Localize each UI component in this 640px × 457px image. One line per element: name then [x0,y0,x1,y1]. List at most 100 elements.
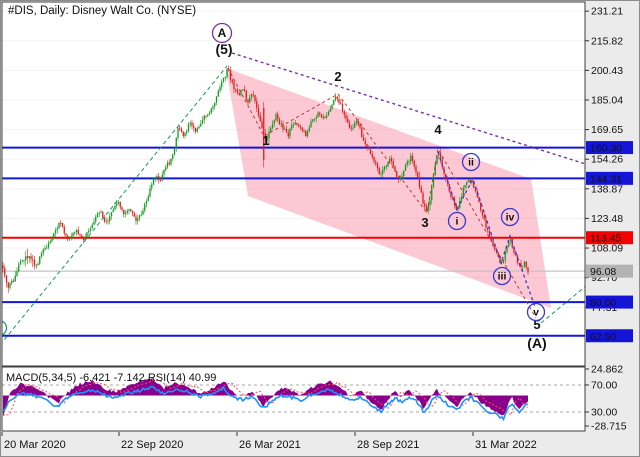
candle-body [352,127,354,129]
candle-body [264,133,267,140]
candle-body [390,158,393,162]
candle-body [222,77,225,82]
candle-body [68,238,71,240]
green-uptrend-line[interactable] [0,65,228,345]
candle-body [289,128,291,137]
candle-body [485,219,487,228]
price-badge-160.30[interactable] [586,141,633,155]
candle-body [203,115,205,120]
candle-body [60,222,62,224]
candle-body [96,213,99,217]
candle-body [415,166,417,173]
candle-body [340,103,342,105]
candle-body [224,77,226,79]
candle-body [380,173,382,175]
candle-body [469,179,471,183]
candle-body [513,247,515,253]
candle-body [170,158,172,165]
candle-body [278,119,281,125]
price-badge-80.00[interactable] [586,295,633,309]
candle-body [355,120,358,123]
candle-body [67,235,69,240]
candle-body [432,175,435,187]
candle-body [408,161,410,163]
price-badge-62.50[interactable] [586,329,633,343]
candle-body [324,116,326,118]
candle-body [61,222,64,228]
candle-body [151,184,153,189]
candle-body [89,228,92,231]
candle-body [417,172,419,178]
candle-body [37,263,39,266]
candle-body [329,109,331,112]
candle-body [26,256,29,259]
candle-body [319,112,321,115]
candle-body [284,128,286,130]
candle-body [336,96,338,99]
candle-body [128,209,130,211]
candle-body [98,212,100,214]
candle-body [464,184,466,188]
candle-body [158,176,160,181]
price-badge-113.45[interactable] [586,231,633,245]
candle-body [268,131,270,139]
candle-body [478,197,480,203]
purple-trend-line[interactable] [231,52,592,166]
candle-body [215,96,218,103]
candle-body [168,162,170,165]
candle-body [142,210,144,215]
macd-signal-line [2,379,529,417]
candle-body [210,108,212,113]
candle-body [312,119,314,122]
wave-circle-v [526,302,546,322]
candle-body [256,101,258,108]
candle-body [9,283,11,288]
candle-body [35,265,37,267]
candle-body [212,106,214,109]
wave-label-ii: ii [468,157,474,169]
price-axis-label: 215.82 [591,35,623,47]
candle-body [47,243,50,248]
price-badge-96.08[interactable] [586,264,633,278]
candle-body [347,118,349,123]
candle-body [397,176,400,180]
candle-body [156,176,158,178]
candle-body [310,121,312,128]
candle-body [91,224,93,229]
candle-body [303,130,305,132]
candle-body [396,171,398,177]
candle-body [140,214,142,216]
candle-body [509,238,512,241]
candle-body [180,128,183,132]
candle-body [103,217,106,222]
price-badge-144.31[interactable] [586,171,633,185]
candle-body [182,131,184,136]
candle-body [200,123,202,127]
candle-body [467,179,470,182]
price-axis-label: 123.48 [591,213,623,225]
candle-body [450,191,452,198]
candle-body [58,222,60,229]
candle-body [501,262,503,264]
candle-body [462,187,464,197]
green-forecast-line[interactable] [540,286,586,324]
candle-body [12,280,15,282]
candle-body [207,114,209,117]
candle-body [247,99,249,103]
price-axis-label: 231.21 [591,6,623,18]
indicator-layer [2,378,585,422]
candle-body [508,240,510,247]
price-axis-label: 185.04 [591,94,623,106]
candle-body [277,114,279,120]
candle-body [74,231,76,234]
candle-body [201,119,204,124]
indicator-label: MACD(5,34,5) -6.421 -7.142 RSI(14) 40.99 [6,372,216,384]
candle-body [114,205,116,210]
candle-body [285,128,288,133]
candle-body [418,177,421,188]
candle-body [39,256,41,264]
candle-body [135,216,137,221]
candle-body [371,154,373,158]
chart-title: #DIS, Daily: Disney Walt Co. (NYSE) [8,5,196,17]
